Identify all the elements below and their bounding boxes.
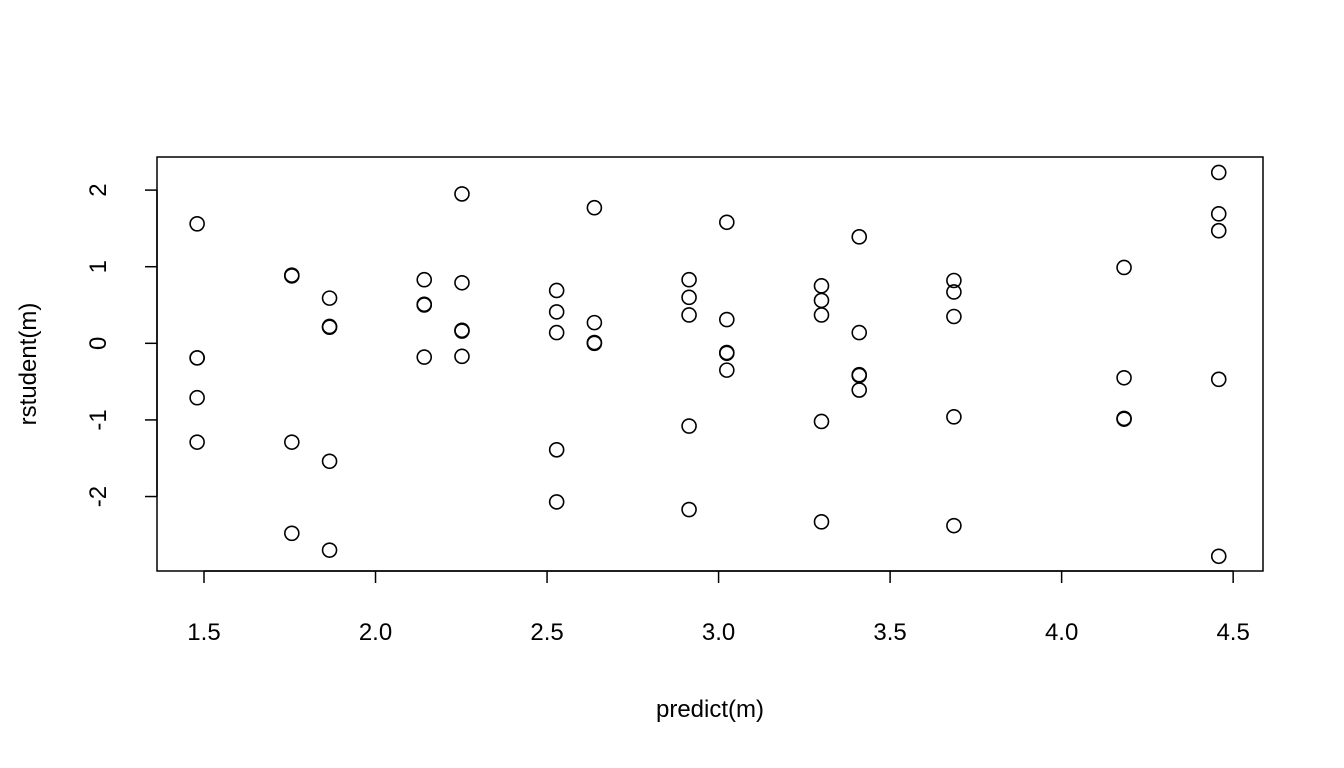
- x-tick-label: 1.5: [187, 619, 220, 646]
- data-point: [1116, 259, 1132, 276]
- data-point: [813, 413, 830, 430]
- y-axis-title: rstudent(m): [15, 303, 42, 426]
- data-point: [586, 314, 603, 331]
- x-axis: 1.5 2.0 2.5 3.0 3.5 4.0 4.5: [187, 570, 1250, 646]
- y-tick-label: 2: [85, 183, 112, 196]
- data-point: [851, 229, 868, 245]
- data-point: [416, 297, 433, 313]
- data-point: [189, 389, 205, 406]
- data-points: [189, 164, 1227, 565]
- data-point: [416, 271, 433, 288]
- data-point: [284, 525, 300, 542]
- data-point: [1116, 411, 1132, 427]
- data-point: [1210, 371, 1227, 388]
- data-point: [946, 517, 962, 534]
- data-point: [1210, 164, 1227, 181]
- y-tick-label: -1: [85, 409, 112, 430]
- y-tick-label: -2: [85, 486, 112, 507]
- data-point: [284, 434, 300, 450]
- data-point: [1210, 548, 1227, 565]
- data-point: [719, 362, 735, 378]
- data-point: [813, 514, 830, 530]
- y-tick-label: 1: [85, 260, 112, 273]
- x-tick-label: 4.5: [1216, 619, 1249, 646]
- data-point: [284, 268, 300, 284]
- data-point: [946, 308, 962, 325]
- x-tick-label: 4.0: [1045, 619, 1078, 646]
- y-axis: -2 -1 0 1 2: [85, 183, 158, 507]
- x-tick-label: 2.0: [359, 619, 392, 646]
- data-point: [548, 304, 565, 320]
- data-point: [548, 494, 565, 510]
- data-point: [189, 350, 205, 366]
- data-point: [586, 335, 603, 352]
- data-point: [851, 324, 868, 341]
- data-point: [454, 274, 470, 291]
- data-point: [813, 278, 830, 294]
- data-point: [719, 214, 735, 231]
- data-point: [946, 409, 962, 425]
- x-tick-label: 2.5: [530, 619, 563, 646]
- data-point: [681, 271, 697, 288]
- data-point: [1210, 222, 1227, 239]
- data-point: [321, 453, 338, 470]
- data-point: [946, 284, 962, 300]
- data-point: [851, 382, 868, 398]
- data-point: [681, 307, 697, 323]
- data-point: [321, 542, 338, 558]
- data-point: [681, 501, 697, 518]
- data-point: [1210, 206, 1227, 222]
- data-point: [454, 186, 470, 202]
- data-point: [813, 292, 830, 309]
- data-point: [946, 272, 962, 289]
- data-point: [189, 434, 205, 450]
- data-point: [454, 348, 470, 365]
- data-point: [1116, 369, 1132, 386]
- data-point: [189, 216, 205, 232]
- data-point: [548, 282, 565, 299]
- data-point: [548, 442, 565, 458]
- x-tick-label: 3.0: [702, 619, 735, 646]
- data-point: [851, 366, 868, 383]
- data-point: [416, 349, 433, 365]
- plot-frame: [156, 156, 1264, 572]
- data-point: [681, 418, 697, 434]
- x-axis-title: predict(m): [656, 696, 764, 723]
- data-point: [586, 199, 603, 216]
- data-point: [719, 311, 735, 328]
- data-point: [719, 344, 735, 361]
- data-point: [681, 289, 697, 306]
- x-tick-label: 3.5: [873, 619, 906, 646]
- data-point: [454, 322, 470, 339]
- data-point: [813, 307, 830, 323]
- y-tick-label: 0: [85, 337, 112, 350]
- data-point: [548, 324, 565, 341]
- data-point: [321, 290, 338, 306]
- data-point: [321, 319, 338, 336]
